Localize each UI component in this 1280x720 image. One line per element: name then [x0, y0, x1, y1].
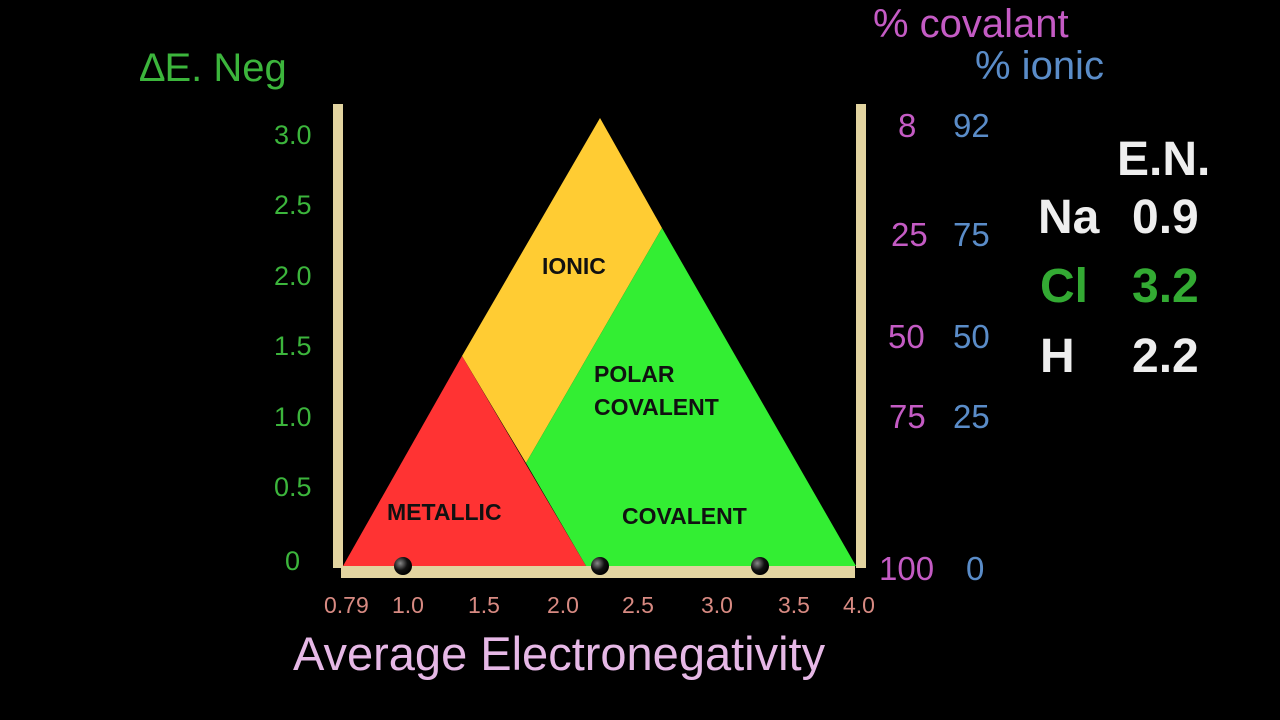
x-tick: 3.0 [701, 592, 733, 618]
h-dot [591, 557, 609, 575]
ionic-percent: 0 [966, 550, 985, 587]
covalent-percent: 75 [889, 398, 926, 435]
y-tick: 0 [285, 546, 301, 576]
en-value: 0.9 [1132, 191, 1199, 244]
x-tick: 0.79 [324, 592, 369, 618]
en-value: 2.2 [1132, 330, 1199, 383]
ionic-label: IONIC [542, 253, 606, 279]
left-frame-post [333, 104, 343, 568]
ionic-percent: 92 [953, 107, 990, 144]
x-tick: 2.5 [622, 592, 654, 618]
metallic-region [343, 356, 586, 566]
polar-label-line2: COVALENT [594, 394, 719, 420]
ionic-percent: 75 [953, 216, 990, 253]
right-frame-post [856, 104, 866, 568]
cl-dot [751, 557, 769, 575]
covalent-percent: 8 [898, 107, 917, 144]
x-tick: 1.5 [468, 592, 500, 618]
y-tick: 1.0 [274, 402, 312, 432]
y-tick: 1.5 [274, 331, 312, 361]
metallic-label: METALLIC [387, 499, 502, 525]
en-value: 3.2 [1132, 260, 1199, 313]
en-header: E.N. [1117, 133, 1211, 186]
en-symbol: Na [1038, 191, 1100, 244]
ionic-region [462, 118, 662, 463]
y-tick: 3.0 [274, 120, 312, 150]
covalent-label: COVALENT [622, 503, 747, 529]
covalent-percent: 100 [879, 550, 935, 587]
y-tick: 2.5 [274, 190, 312, 220]
x-tick: 4.0 [843, 592, 875, 618]
en-symbol: H [1040, 330, 1075, 383]
ionic-header: % ionic [975, 44, 1104, 88]
polar-covalent-region [526, 228, 856, 566]
covalent-percent: 25 [891, 216, 928, 253]
y-axis-label: ∆E. Neg [140, 46, 287, 90]
polar-label-line1: POLAR [594, 361, 675, 387]
x-axis-label: Average Electronegativity [293, 627, 826, 680]
ionic-percent: 50 [953, 318, 990, 355]
y-tick: 2.0 [274, 261, 312, 291]
x-tick: 1.0 [392, 592, 424, 618]
covalent-percent: 50 [888, 318, 925, 355]
covalent-header: % covalant [873, 2, 1069, 46]
en-symbol: Cl [1040, 260, 1088, 313]
ionic-percent: 25 [953, 398, 990, 435]
x-tick: 2.0 [547, 592, 579, 618]
na-dot [394, 557, 412, 575]
x-tick: 3.5 [778, 592, 810, 618]
y-tick: 0.5 [274, 472, 312, 502]
